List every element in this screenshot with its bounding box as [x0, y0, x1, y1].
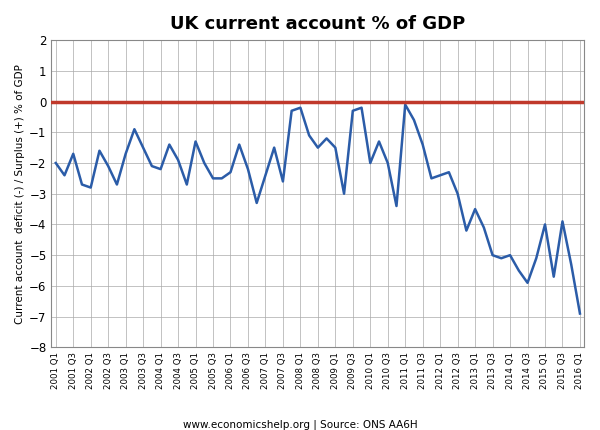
Y-axis label: Current account  deficit (-) / Surplus (+) % of GDP: Current account deficit (-) / Surplus (+…: [15, 64, 25, 324]
Title: UK current account % of GDP: UK current account % of GDP: [170, 15, 466, 33]
Text: www.economicshelp.org | Source: ONS AA6H: www.economicshelp.org | Source: ONS AA6H: [182, 420, 418, 430]
